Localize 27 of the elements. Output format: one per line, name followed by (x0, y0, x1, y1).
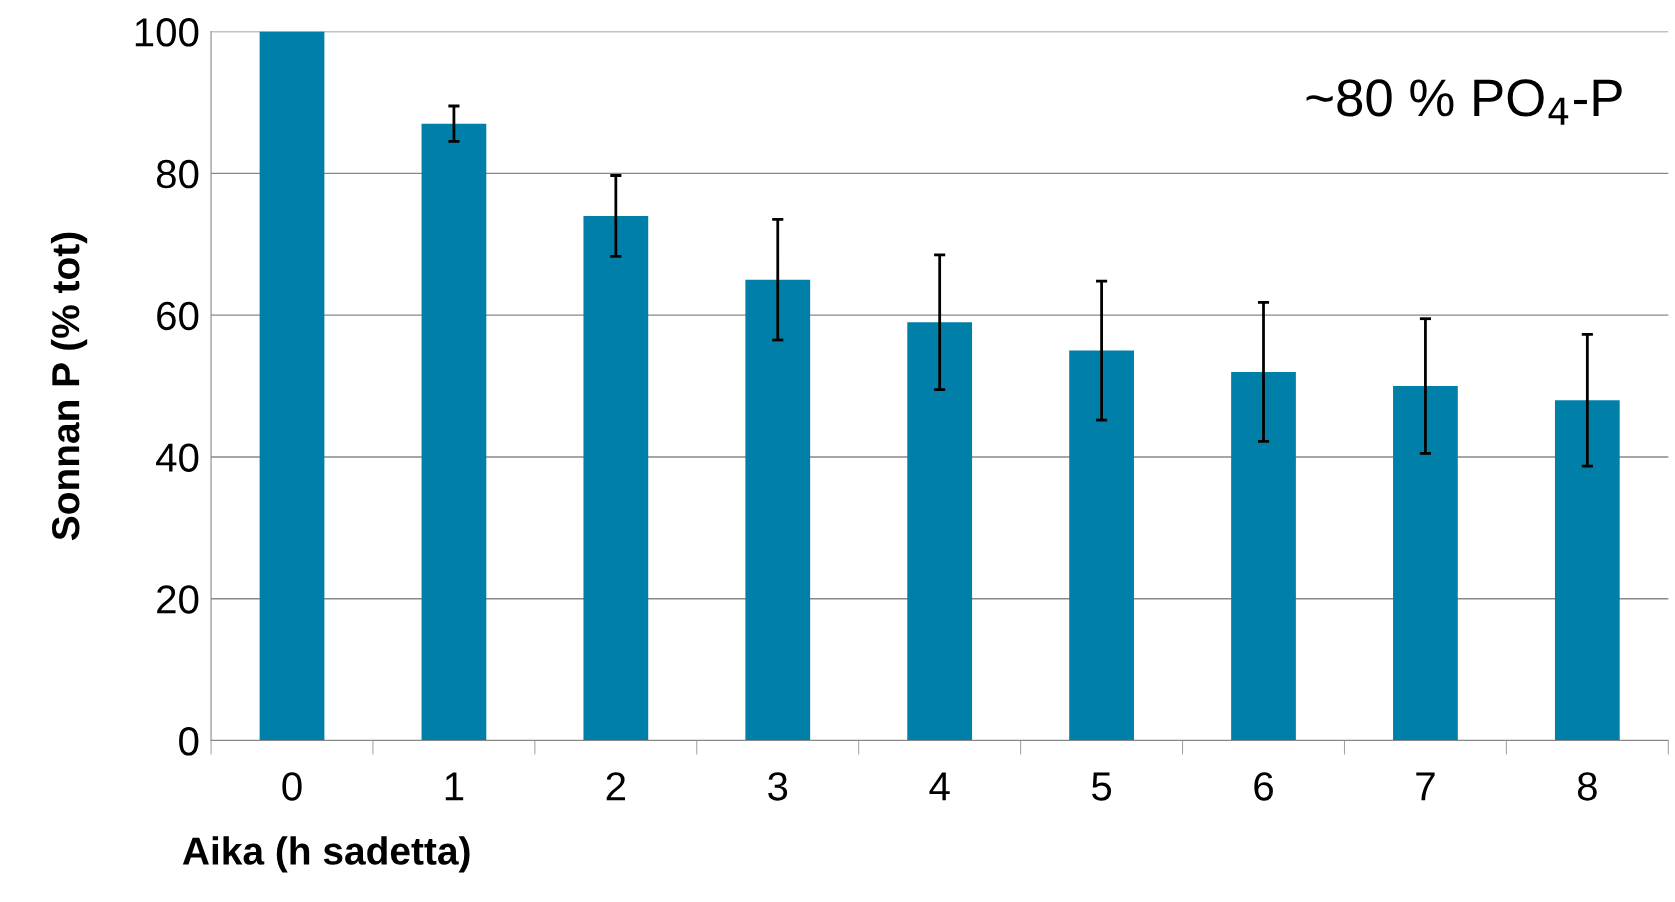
y-tick-label: 80 (156, 159, 199, 189)
x-tick-label: 1 (445, 772, 464, 801)
x-tick-label: 2 (606, 772, 626, 801)
y-tick-label: 40 (156, 443, 199, 472)
bar (907, 322, 973, 741)
bar (745, 279, 811, 741)
annotation: ~80 % PO$_{4}$-P (1306, 79, 1622, 125)
bar (1231, 371, 1296, 741)
bar (421, 123, 487, 741)
y-tick-label: 20 (157, 585, 199, 614)
y-axis-title: Sonnan P (% tot) (50, 232, 88, 541)
bar (259, 31, 325, 741)
y-tick-label: 100 (135, 18, 199, 47)
x-tick-label: 0 (282, 772, 302, 801)
bar (583, 215, 649, 741)
bar (1554, 400, 1620, 741)
bar (1069, 350, 1134, 741)
x-tick-label: 3 (768, 772, 788, 801)
x-tick-label: 5 (1092, 772, 1112, 801)
bar (1393, 386, 1458, 741)
x-tick-label: 8 (1577, 772, 1597, 801)
y-tick-label: 60 (157, 301, 199, 331)
x-tick-label: 6 (1254, 772, 1273, 801)
y-tick-label: 0 (179, 727, 199, 756)
x-tick-label: 4 (929, 772, 950, 801)
x-axis-title: Aika (h sadetta) (182, 836, 470, 873)
x-tick-label: 7 (1416, 772, 1435, 801)
